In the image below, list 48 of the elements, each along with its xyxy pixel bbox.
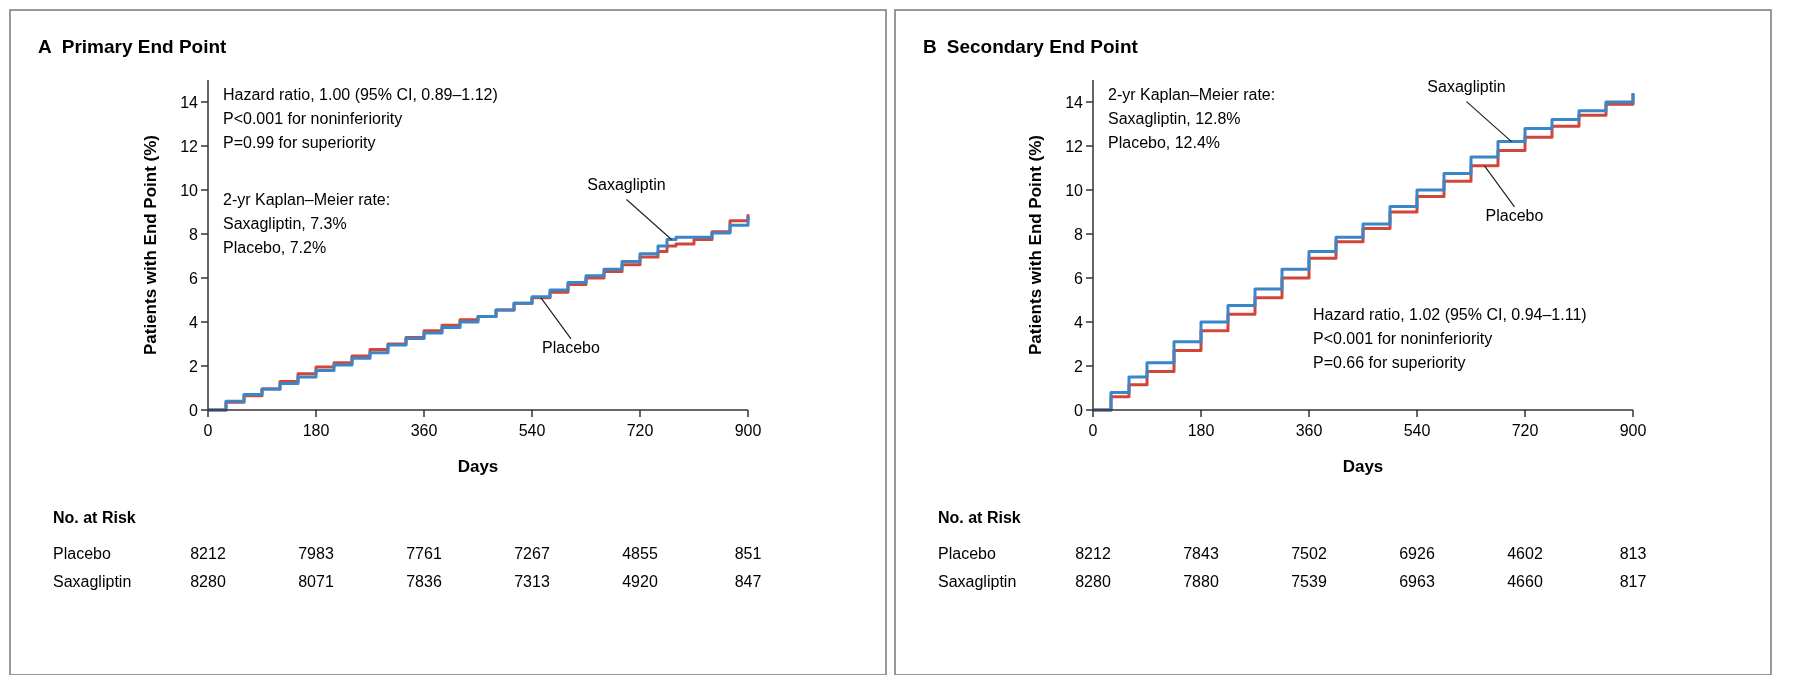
text: Placebo bbox=[542, 338, 601, 356]
text: Placebo 8212 7843 7502 6926 4602 813 bbox=[938, 545, 1647, 562]
y-tick-label: 6 bbox=[189, 269, 199, 287]
y-tick-label: 14 bbox=[1065, 93, 1084, 111]
y-tick-label: 4 bbox=[1074, 313, 1084, 331]
y-tick-label: 2 bbox=[189, 357, 199, 375]
annotation: Hazard ratio, 1.02 (95% CI, 0.94–1.11) P<0.001 for noninferiority P=0.66 for superiority bbox=[1313, 306, 1587, 371]
y-tick-label: 6 bbox=[1074, 269, 1084, 287]
text: Placebo 8212 7983 7761 7267 4855 851 bbox=[53, 545, 762, 562]
x-tick-label: 0 bbox=[1088, 422, 1098, 439]
x-tick-label: 900 bbox=[734, 422, 762, 439]
y-tick-label: 0 bbox=[1074, 401, 1084, 419]
x-axis-title: Days bbox=[457, 457, 499, 476]
y-axis-title: Patients with End Point (%) bbox=[1026, 134, 1045, 356]
y-tick-label: 0 bbox=[189, 401, 199, 419]
text: Saxagliptin bbox=[1427, 77, 1506, 95]
y-tick-label: 10 bbox=[1065, 181, 1084, 199]
y-tick-label: 8 bbox=[1074, 225, 1084, 243]
text: Saxagliptin 8280 8071 7836 7313 4920 847 bbox=[53, 573, 762, 590]
y-axis-title: Patients with End Point (%) bbox=[141, 134, 160, 356]
x-axis-title: Days bbox=[1342, 457, 1384, 476]
x-tick-label: 360 bbox=[410, 422, 438, 439]
y-tick-label: 8 bbox=[189, 225, 199, 243]
chart-title: B Secondary End Point bbox=[923, 36, 1139, 57]
text: Saxagliptin 8280 7880 7539 6963 4660 817 bbox=[938, 573, 1647, 590]
series-label: Placebo bbox=[1485, 206, 1544, 224]
y-tick-label: 14 bbox=[180, 93, 199, 111]
text: Saxagliptin bbox=[587, 175, 666, 193]
x-tick-label: 180 bbox=[302, 422, 330, 439]
annotation: 2-yr Kaplan–Meier rate: Saxagliptin, 7.3% Placebo, 7.2% bbox=[223, 191, 391, 256]
y-tick-label: 2 bbox=[1074, 357, 1084, 375]
annotation: Hazard ratio, 1.00 (95% CI, 0.89–1.12) P<0.001 for noninferiority P=0.99 for superiority bbox=[223, 86, 498, 151]
y-tick-label: 12 bbox=[1065, 137, 1084, 155]
y-tick-label: 10 bbox=[180, 181, 199, 199]
annotation: 2-yr Kaplan–Meier rate: Saxagliptin, 12.8% Placebo, 12.4% bbox=[1108, 86, 1276, 151]
x-tick-label: 900 bbox=[1619, 422, 1647, 439]
chart-title: A Primary End Point bbox=[38, 36, 228, 57]
x-tick-label: 360 bbox=[1295, 422, 1323, 439]
text: No. at Risk bbox=[938, 509, 1021, 526]
y-tick-label: 12 bbox=[180, 137, 199, 155]
text: No. at Risk bbox=[53, 509, 136, 526]
y-tick-label: 4 bbox=[189, 313, 199, 331]
x-tick-label: 540 bbox=[1403, 422, 1431, 439]
x-tick-label: 720 bbox=[1511, 422, 1539, 439]
x-tick-label: 180 bbox=[1187, 422, 1215, 439]
x-tick-label: 720 bbox=[626, 422, 654, 439]
x-tick-label: 0 bbox=[203, 422, 213, 439]
x-tick-label: 540 bbox=[518, 422, 546, 439]
